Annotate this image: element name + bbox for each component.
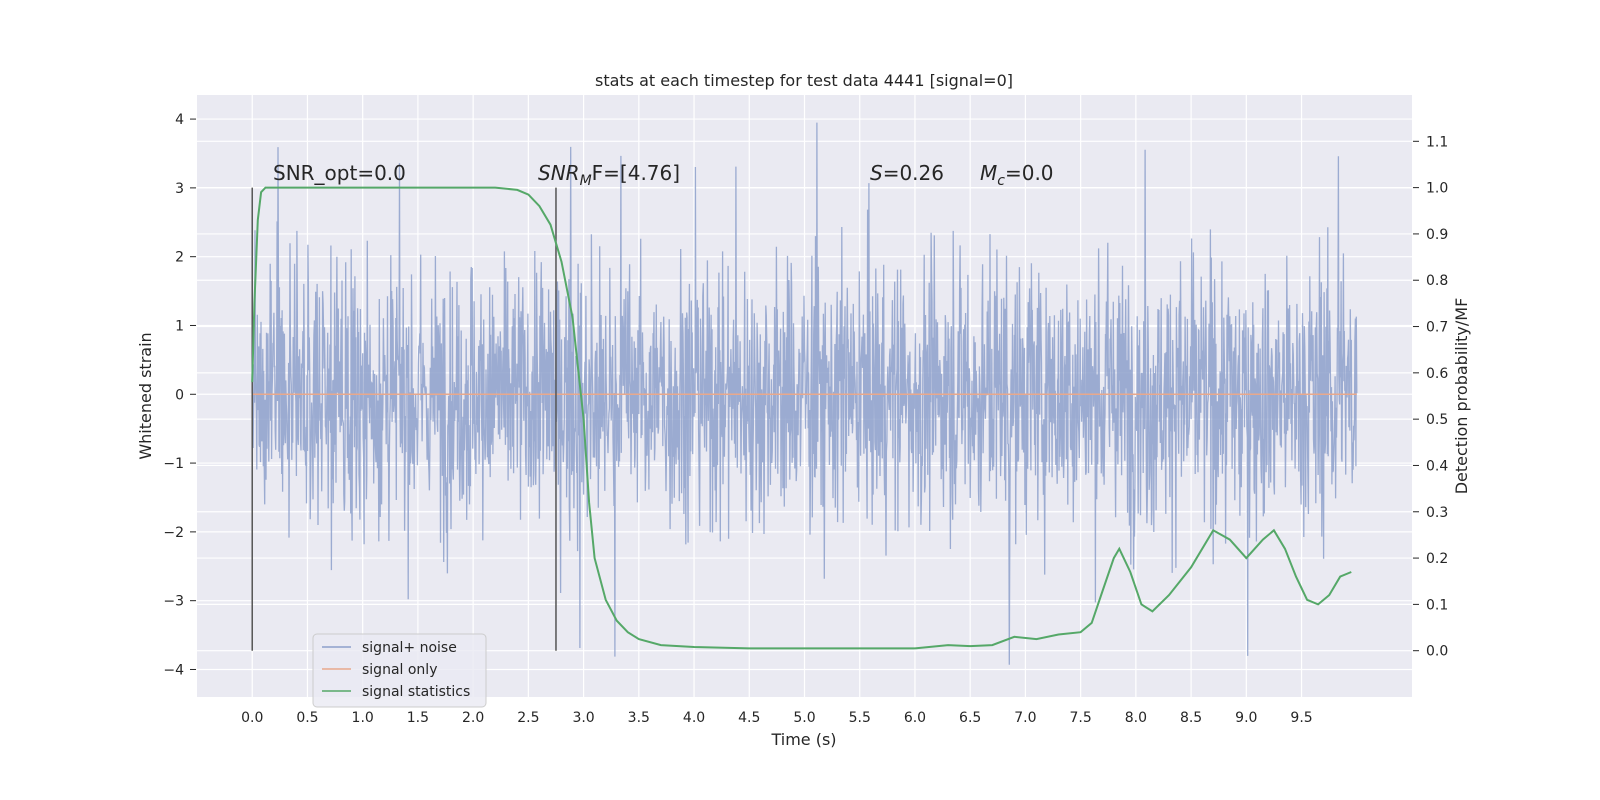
vertical-markers: [251, 187, 557, 651]
y-axis-ticks: 4 3 2 1 0 −1 −2 −3 −4: [163, 112, 196, 678]
y2-tick-label-8: 0.3: [1426, 505, 1448, 521]
signal-plus-noise-trace: [251, 122, 1358, 665]
annotation-snr-mf: SNRMF=[4.76]: [538, 161, 680, 189]
x-axis-title: Time (s): [770, 730, 836, 749]
y2-tick-label-0: 1.1: [1426, 134, 1448, 150]
annotation-snr-mf-subscript: M: [580, 173, 592, 189]
x-tick-label-8: 4.0: [683, 710, 705, 726]
y2-axis-title: Detection probability/MF: [1452, 298, 1471, 495]
x-tick-label-0: 0.0: [241, 710, 263, 726]
x-tick-label-18: 9.0: [1235, 710, 1257, 726]
annotation-s-value: =0.26: [883, 161, 944, 185]
x-tick-label-1: 0.5: [296, 710, 318, 726]
y2-tick-label-3: 0.8: [1426, 273, 1448, 289]
x-tick-label-7: 3.5: [628, 710, 650, 726]
x-tick-label-3: 1.5: [407, 710, 429, 726]
legend-label-signal-statistics: signal statistics: [362, 684, 470, 700]
legend-box: [312, 633, 487, 708]
x-tick-label-16: 8.0: [1125, 710, 1147, 726]
annotation-mc-subscript: c: [997, 173, 1005, 189]
x-tick-label-19: 9.5: [1290, 710, 1312, 726]
annotation-s: S=0.26: [870, 161, 944, 185]
x-tick-label-6: 3.0: [572, 710, 594, 726]
x-tick-label-12: 6.0: [904, 710, 926, 726]
annotation-mc: Mc=0.0: [980, 161, 1054, 189]
y-tick-label-2: 2: [175, 250, 184, 266]
x-tick-label-14: 7.0: [1014, 710, 1036, 726]
y2-tick-label-1: 1.0: [1426, 181, 1448, 197]
y-tick-label-8: −4: [163, 662, 184, 678]
x-axis-ticks: 0.0 0.5 1.0 1.5 2.0 2.5 3.0 3.5 4.0 4.5 5.0 5.5 6.0 6…: [241, 710, 1313, 726]
annotation-s-symbol: S: [870, 161, 883, 185]
x-tick-label-11: 5.5: [849, 710, 871, 726]
y2-tick-label-7: 0.4: [1426, 458, 1448, 474]
y-tick-label-3: 1: [175, 318, 184, 334]
signal-statistics-trace: [251, 186, 1352, 650]
series-signal-statistics: [251, 186, 1352, 650]
series-signal-plus-noise: [251, 122, 1358, 665]
y2-tick-label-6: 0.5: [1426, 412, 1448, 428]
x-tick-label-13: 6.5: [959, 710, 981, 726]
y2-tick-label-11: 0.0: [1426, 644, 1448, 660]
y2-tick-label-2: 0.9: [1426, 227, 1448, 243]
annotation-mc-value: =0.0: [1005, 161, 1054, 185]
x-tick-label-15: 7.5: [1070, 710, 1092, 726]
y-tick-label-6: −2: [163, 525, 184, 541]
legend-label-signal-plus-noise: signal+ noise: [362, 640, 457, 656]
y2-tick-label-10: 0.1: [1426, 597, 1448, 613]
legend: signal+ noise signal only signal statist…: [312, 633, 487, 708]
y-tick-label-7: −3: [163, 594, 184, 610]
x-tick-label-2: 1.0: [352, 710, 374, 726]
y-tick-label-0: 4: [175, 112, 184, 128]
annotation-snr-mf-symbol: SNR: [538, 161, 580, 185]
legend-label-signal-only: signal only: [362, 662, 437, 678]
y-tick-label-1: 3: [175, 181, 184, 197]
x-tick-label-10: 5.0: [793, 710, 815, 726]
chart-title: stats at each timestep for test data 444…: [595, 71, 1013, 90]
y-tick-label-5: −1: [163, 456, 184, 472]
y2-tick-label-9: 0.2: [1426, 551, 1448, 567]
y-tick-label-4: 0: [175, 387, 184, 403]
x-tick-label-4: 2.0: [462, 710, 484, 726]
y2-tick-label-4: 0.7: [1426, 320, 1448, 336]
annotation-snr-mf-value: F=[4.76]: [592, 161, 680, 185]
y2-axis-ticks: 1.1 1.0 0.9 0.8 0.7 0.6 0.5 0.4 0.3 0.2 0.1 0.0: [1413, 134, 1448, 660]
annotation-snr-opt: SNR_opt=0.0: [273, 161, 406, 185]
x-tick-label-5: 2.5: [517, 710, 539, 726]
x-tick-label-9: 4.5: [738, 710, 760, 726]
annotation-mc-symbol: M: [980, 161, 997, 185]
x-tick-label-17: 8.5: [1180, 710, 1202, 726]
y-axis-title: Whitened strain: [136, 332, 155, 459]
y2-tick-label-5: 0.6: [1426, 366, 1448, 382]
